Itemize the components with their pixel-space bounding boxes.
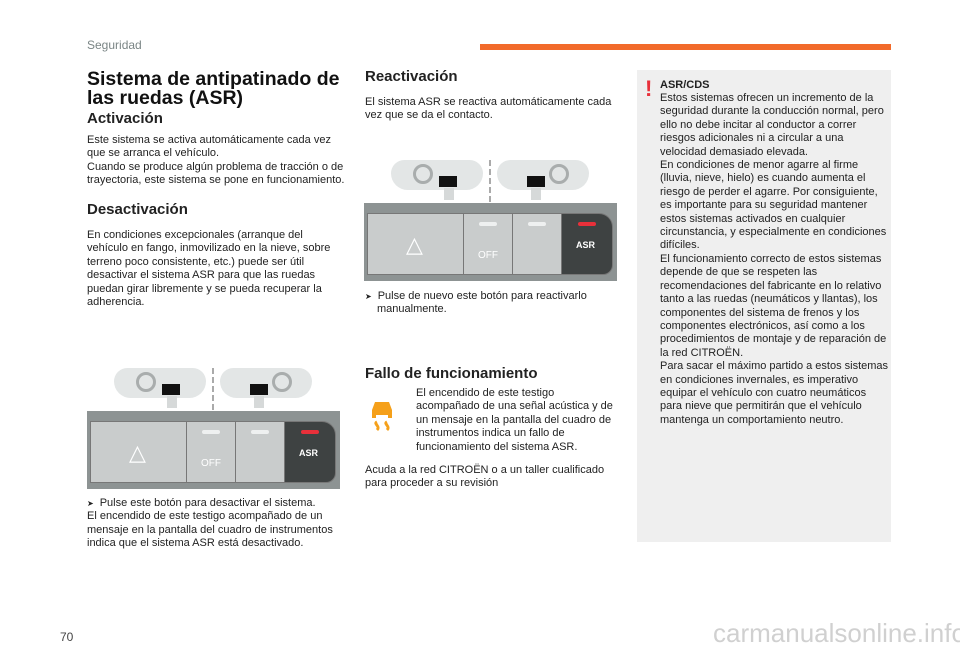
- off-label: OFF: [201, 458, 221, 469]
- desactivacion-text: En condiciones excepcionales (arranque d…: [87, 229, 331, 309]
- cds-off-button: OFF: [186, 421, 236, 483]
- warning-title: ASR/CDS: [660, 79, 710, 91]
- watermark: carmanualsonline.info: [713, 618, 960, 648]
- hazard-triangle-icon: △: [129, 440, 146, 465]
- heading-desactivacion: Desactivación: [87, 201, 188, 218]
- section-accent-bar: [480, 44, 891, 50]
- warning-text: Estos sistemas ofrecen un incremento de …: [660, 92, 889, 426]
- exclamation-warning-icon: !: [645, 76, 653, 101]
- heading-fallo: Fallo de funcionamiento: [365, 365, 538, 382]
- hazard-triangle-icon: △: [406, 232, 423, 257]
- asr-button-illustration-on: △ OFF ASR: [364, 160, 617, 282]
- asr-button: ASR: [284, 421, 336, 483]
- page-title: Sistema de antipatinado de las ruedas (A…: [87, 68, 340, 109]
- steering-left-icon: [114, 368, 206, 408]
- blank-button: [235, 421, 285, 483]
- section-label: Seguridad: [87, 38, 142, 52]
- skidding-car-warning-icon: [372, 402, 392, 432]
- reactivacion-bullet: ➤ Pulse de nuevo este botón para reactiva…: [365, 290, 587, 316]
- steering-left-icon: [391, 160, 483, 200]
- activacion-text: Este sistema se activa automáticamente c…: [87, 134, 345, 187]
- heading-reactivacion: Reactivación: [365, 68, 458, 85]
- blank-button: [512, 213, 562, 275]
- reactivacion-text: El sistema ASR se reactiva automáticamen…: [365, 96, 612, 122]
- hazard-button: △: [90, 421, 187, 483]
- fallo-after-text: Acuda a la red CITROËN o a un taller cua…: [365, 464, 605, 490]
- desactivacion-bullet: ➤ Pulse este botón para desactivar el sis…: [87, 497, 333, 550]
- cds-off-button: OFF: [463, 213, 513, 275]
- page-number: 70: [60, 630, 74, 644]
- hazard-button: △: [367, 213, 464, 275]
- fallo-text: El encendido de este testigo acompañado …: [416, 387, 613, 453]
- asr-button-illustration-off: △ OFF ASR: [87, 368, 340, 490]
- heading-activacion: Activación: [87, 110, 163, 127]
- warning-box: ! ASR/CDS Estos sistemas ofrecen un incr…: [637, 70, 891, 542]
- asr-button: ASR: [561, 213, 613, 275]
- steering-right-icon: [220, 368, 312, 408]
- steering-right-icon: [497, 160, 589, 200]
